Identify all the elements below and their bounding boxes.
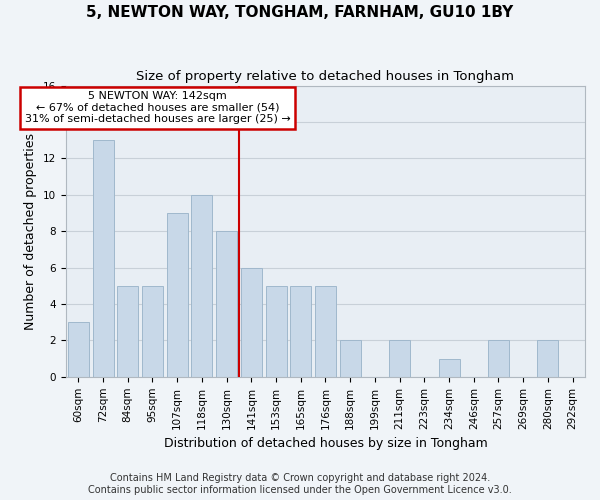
Bar	[488, 340, 509, 377]
Text: 5, NEWTON WAY, TONGHAM, FARNHAM, GU10 1BY: 5, NEWTON WAY, TONGHAM, FARNHAM, GU10 1B…	[86, 5, 514, 20]
Bar	[389, 340, 410, 377]
Bar	[216, 231, 237, 377]
Bar	[142, 286, 163, 377]
Text: 5 NEWTON WAY: 142sqm
← 67% of detached houses are smaller (54)
31% of semi-detac: 5 NEWTON WAY: 142sqm ← 67% of detached h…	[25, 91, 290, 124]
Bar	[191, 195, 212, 377]
Bar	[92, 140, 113, 377]
X-axis label: Distribution of detached houses by size in Tongham: Distribution of detached houses by size …	[164, 437, 487, 450]
Bar	[315, 286, 336, 377]
Bar	[439, 358, 460, 377]
Bar	[290, 286, 311, 377]
Bar	[167, 213, 188, 377]
Bar	[117, 286, 138, 377]
Bar	[340, 340, 361, 377]
Bar	[68, 322, 89, 377]
Y-axis label: Number of detached properties: Number of detached properties	[25, 132, 37, 330]
Text: Contains HM Land Registry data © Crown copyright and database right 2024.
Contai: Contains HM Land Registry data © Crown c…	[88, 474, 512, 495]
Title: Size of property relative to detached houses in Tongham: Size of property relative to detached ho…	[136, 70, 514, 83]
Bar	[241, 268, 262, 377]
Bar	[266, 286, 287, 377]
Bar	[538, 340, 559, 377]
